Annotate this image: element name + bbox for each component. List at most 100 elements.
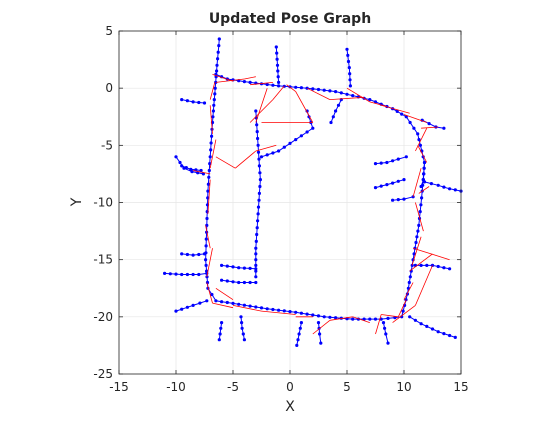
pose-node [436, 183, 440, 187]
pose-node [348, 72, 352, 76]
pose-node [254, 280, 258, 285]
trajectory-path [205, 38, 426, 320]
pose-node [373, 317, 378, 321]
loop-closure-edge [392, 305, 416, 323]
loop-closure-edge [212, 74, 234, 82]
pose-node [254, 267, 258, 271]
pose-node [448, 267, 452, 271]
pose-node [185, 99, 189, 103]
pose-node [256, 212, 260, 216]
pose-node [322, 88, 326, 92]
pose-node [256, 143, 260, 147]
pose-node [163, 271, 167, 275]
pose-node [334, 316, 338, 320]
pose-node [419, 184, 423, 189]
pose-node [231, 280, 235, 284]
pose-node [256, 136, 260, 141]
pose-node [346, 59, 351, 64]
pose-node [254, 263, 258, 267]
pose-node [277, 149, 281, 153]
pose-node [396, 198, 400, 202]
pose-node [417, 223, 421, 227]
pose-node [402, 197, 406, 201]
loop-closure-edge [249, 99, 274, 123]
pose-node [442, 332, 446, 336]
pose-node [185, 305, 189, 309]
pose-node [185, 252, 189, 257]
pose-node [351, 317, 355, 321]
pose-node [316, 321, 321, 325]
pose-node [178, 160, 182, 165]
pose-node [255, 123, 259, 127]
pose-node [413, 318, 417, 322]
loop-closure-edge [415, 128, 428, 152]
pose-node [254, 246, 258, 250]
x-tick-label: 5 [343, 380, 351, 394]
loop-closure-edge [381, 104, 410, 114]
pose-node [242, 280, 246, 285]
pose-node [414, 240, 418, 245]
pose-node [420, 196, 424, 200]
pose-node [422, 180, 427, 184]
loop-closure-edge [381, 314, 399, 318]
pose-node [311, 313, 315, 317]
y-tick-label: -25 [93, 367, 113, 381]
pose-node [275, 57, 279, 61]
pose-node [386, 341, 390, 345]
pose-node [254, 275, 258, 279]
pose-node [448, 333, 452, 338]
pose-node [373, 100, 378, 104]
x-tick-label: -5 [227, 380, 239, 394]
pose-node [299, 321, 303, 325]
pose-node [271, 83, 275, 87]
pose-node [237, 266, 241, 270]
pose-node [242, 80, 246, 84]
pose-node [184, 166, 188, 170]
pose-node [259, 155, 264, 159]
pose-node [220, 300, 224, 304]
pose-node [412, 252, 416, 256]
loop-closure-edge [215, 156, 236, 169]
pose-node [373, 162, 378, 166]
x-tick-label: -15 [109, 380, 129, 394]
pose-node [391, 159, 395, 163]
pose-node [185, 272, 189, 277]
pose-node [256, 150, 261, 154]
pose-node [265, 153, 269, 157]
pose-node [220, 263, 224, 267]
pose-node [241, 332, 245, 336]
loop-closure-edge [261, 310, 296, 315]
pose-node [288, 141, 292, 145]
pose-node [298, 326, 302, 330]
pose-node [277, 84, 281, 88]
pose-node [419, 203, 423, 207]
pose-node [347, 66, 351, 70]
pose-node [202, 252, 207, 256]
pose-node [254, 305, 258, 309]
pose-node [404, 155, 408, 159]
loop-closure-edge [209, 82, 216, 100]
pose-node [294, 85, 298, 89]
pose-node [345, 47, 349, 51]
pose-node [257, 157, 261, 161]
pose-node [316, 314, 321, 318]
pose-node [373, 186, 378, 190]
pose-node [208, 155, 212, 159]
pose-node [180, 307, 184, 311]
pose-node [422, 160, 427, 165]
pose-node [258, 184, 262, 189]
pose-node [384, 332, 388, 336]
loop-closure-edge [409, 253, 433, 272]
pose-node [214, 299, 218, 303]
pose-node [255, 130, 259, 134]
pose-node [257, 164, 261, 168]
loop-closure-edge [397, 299, 407, 317]
pose-node [442, 185, 446, 189]
loop-closure-edge [412, 168, 422, 197]
pose-node [322, 315, 326, 319]
pose-node [427, 122, 431, 126]
pose-node [407, 280, 411, 285]
pose-node [257, 191, 261, 195]
pose-node [254, 269, 258, 273]
loop-closure-edge [421, 126, 439, 129]
